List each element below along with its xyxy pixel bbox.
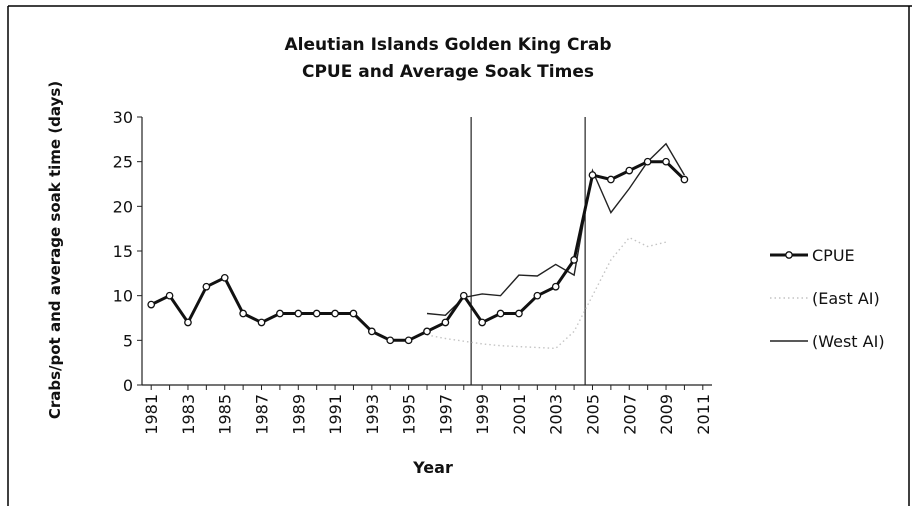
y-axis-label: Crabs/pot and average soak time (days)	[46, 81, 64, 419]
series-point-cpue-1989	[294, 309, 303, 318]
y-tick-label-5: 5	[123, 331, 133, 350]
x-tick-label-2009: 2009	[657, 394, 676, 435]
y-tick-label-15: 15	[113, 242, 133, 261]
x-tick-label-1983: 1983	[179, 394, 198, 435]
x-tick-label-2007: 2007	[620, 394, 639, 435]
series-point-cpue-1997	[441, 318, 450, 327]
x-tick-label-1997: 1997	[436, 394, 455, 435]
x-tick-label-2011: 2011	[694, 394, 713, 435]
x-tick-label-1991: 1991	[326, 394, 345, 435]
y-tick-label-25: 25	[113, 153, 133, 172]
series-point-cpue-1981	[147, 300, 156, 309]
legend-label-cpue: CPUE	[812, 246, 855, 265]
series-point-cpue-1985	[220, 273, 229, 282]
series-point-cpue-1988	[276, 309, 284, 318]
series-point-cpue-1992	[349, 309, 358, 318]
legend: CPUE (East AI) (West AI)	[770, 246, 885, 351]
series-point-cpue-1993	[367, 327, 376, 336]
chart-title-line-2: CPUE and Average Soak Times	[302, 62, 594, 82]
x-tick-label-1981: 1981	[142, 394, 161, 435]
series-point-cpue-2005	[588, 171, 597, 179]
series-point-cpue-2007	[625, 166, 634, 175]
series-point-cpue-1990	[312, 309, 321, 318]
series-point-cpue-1984	[202, 282, 211, 291]
series-point-cpue-2006	[607, 175, 615, 184]
series-point-cpue-1998	[459, 291, 468, 300]
legend-marker-cpue	[785, 251, 793, 259]
series-point-cpue-2001	[515, 309, 523, 318]
y-tick-label-0: 0	[123, 376, 133, 395]
series-point-cpue-2003	[551, 282, 560, 291]
x-tick-label-2001: 2001	[510, 394, 529, 435]
x-tick-label-2005: 2005	[583, 394, 602, 435]
x-tick-label-1995: 1995	[400, 394, 419, 435]
legend-label-eastai: (East AI)	[812, 289, 880, 308]
series-point-cpue-2010	[680, 175, 689, 184]
series-point-cpue-1994	[386, 336, 395, 345]
series-point-cpue-2008	[643, 157, 652, 166]
series-point-cpue-1983	[184, 318, 192, 327]
series-line-westai	[426, 142, 686, 317]
series-line-cpue	[150, 160, 686, 342]
series-point-cpue-1996	[423, 327, 431, 336]
x-tick-label-2003: 2003	[547, 394, 566, 435]
chart-title-line-1: Aleutian Islands Golden King Crab	[285, 35, 612, 55]
series-point-cpue-1982	[165, 291, 174, 300]
series-point-cpue-1995	[404, 336, 413, 345]
series-point-cpue-2002	[533, 291, 542, 300]
series-point-cpue-1991	[331, 309, 339, 318]
series-point-cpue-2009	[662, 157, 670, 166]
y-tick-label-20: 20	[113, 197, 133, 216]
x-tick-label-1989: 1989	[289, 394, 308, 435]
x-tick-label-1985: 1985	[216, 394, 235, 435]
series-point-cpue-1986	[239, 309, 247, 318]
legend-label-westai: (West AI)	[812, 332, 885, 351]
x-axis-label: Year	[412, 458, 453, 477]
plot-area: 0 5 10 15 20 25 30 1981 1983 1985 1987 1989 1991 1993…	[113, 108, 713, 435]
series-point-cpue-2004	[570, 256, 578, 264]
series-point-cpue-1999	[478, 318, 487, 327]
series-point-cpue-2000	[496, 309, 505, 318]
x-tick-label-1999: 1999	[473, 394, 492, 435]
x-tick-label-1987: 1987	[253, 394, 272, 435]
x-tick-label-1993: 1993	[363, 394, 382, 435]
y-tick-label-10: 10	[113, 287, 133, 306]
series-point-cpue-1987	[257, 318, 266, 327]
y-tick-label-30: 30	[113, 108, 133, 127]
